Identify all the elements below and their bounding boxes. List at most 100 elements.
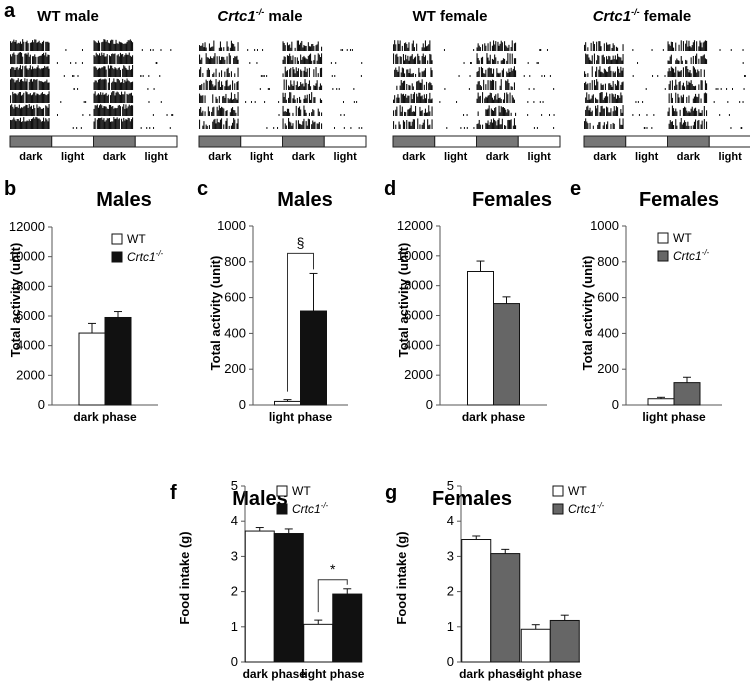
activity-mark: [510, 86, 512, 90]
activity-mark: [421, 47, 423, 51]
activity-mark: [284, 66, 286, 77]
activity-mark: [41, 54, 43, 64]
bar-crtc1: [549, 619, 580, 663]
activity-mark: [688, 111, 690, 116]
activity-mark: [617, 80, 619, 90]
activity-mark: [96, 69, 98, 77]
activity-mark: [668, 93, 670, 103]
activity-mark: [29, 106, 31, 116]
activity-mark: [496, 99, 498, 103]
activity-mark: [22, 81, 24, 90]
activity-mark: [39, 94, 41, 103]
activity-mark: [312, 109, 314, 116]
activity-mark: [491, 45, 493, 51]
activity-mark: [606, 42, 608, 51]
y-axis-label: Total activity (unit): [8, 243, 23, 358]
activity-mark: [117, 119, 119, 129]
activity-mark: [16, 119, 18, 129]
activity-mark: [115, 82, 117, 90]
activity-mark: [728, 114, 730, 116]
activity-mark: [94, 56, 96, 64]
activity-mark: [671, 121, 673, 129]
activity-mark: [413, 119, 415, 129]
activity-mark: [126, 119, 128, 129]
activity-mark: [677, 93, 679, 103]
activity-mark: [224, 97, 226, 103]
activity-mark: [515, 125, 517, 129]
activity-mark: [291, 41, 293, 51]
phase-label: light: [61, 151, 85, 163]
phase-band-2: [93, 135, 136, 148]
activity-mark: [111, 53, 113, 64]
activity-mark: [427, 60, 429, 64]
activity-mark: [216, 98, 218, 103]
activity-mark: [112, 68, 114, 77]
activity-mark: [215, 123, 217, 129]
activity-mark: [424, 40, 426, 51]
activity-mark: [397, 40, 399, 51]
activity-mark: [149, 127, 151, 129]
activity-mark: [148, 75, 150, 77]
activity-mark: [343, 114, 345, 116]
activity-mark: [315, 45, 317, 51]
activity-mark: [719, 114, 721, 116]
activity-mark: [676, 58, 678, 64]
activity-mark: [30, 105, 32, 116]
activity-mark: [595, 97, 597, 103]
activity-mark: [19, 79, 21, 90]
activity-mark: [47, 82, 49, 90]
activity-mark: [482, 56, 484, 64]
activity-mark: [299, 86, 301, 90]
activity-mark: [596, 60, 598, 64]
activity-mark: [152, 49, 154, 51]
activity-mark: [17, 119, 19, 129]
activity-mark: [495, 41, 497, 51]
activity-mark: [706, 59, 708, 64]
activity-mark: [410, 93, 412, 103]
activity-mark: [484, 73, 486, 77]
activity-mark: [420, 82, 422, 90]
activity-mark: [93, 82, 95, 90]
activity-mark: [214, 53, 216, 64]
activity-mark: [93, 121, 95, 129]
chart-title: Males: [232, 488, 288, 510]
activity-mark: [35, 68, 37, 77]
activity-mark: [396, 53, 398, 64]
activity-mark: [499, 97, 501, 103]
activity-mark: [260, 75, 262, 77]
activity-mark: [726, 88, 728, 90]
activity-mark: [674, 111, 676, 116]
panel-letter-a: a: [4, 0, 16, 22]
activity-mark: [703, 105, 705, 116]
activity-mark: [97, 93, 99, 103]
activity-mark: [114, 43, 116, 51]
activity-mark: [282, 73, 284, 77]
activity-mark: [504, 125, 506, 129]
activity-mark: [72, 75, 74, 77]
activity-mark: [283, 111, 285, 116]
activity-mark: [619, 72, 621, 77]
activity-mark: [416, 93, 418, 103]
activity-mark: [411, 121, 413, 129]
activity-mark: [513, 66, 515, 77]
activity-mark: [21, 95, 23, 103]
activity-mark: [285, 125, 287, 129]
activity-mark: [296, 81, 298, 90]
activity-mark: [466, 127, 468, 129]
activity-mark: [609, 56, 611, 64]
activity-mark: [361, 62, 363, 64]
activity-mark: [126, 108, 128, 116]
activity-mark: [497, 60, 499, 64]
activity-mark: [27, 52, 29, 64]
activity-mark: [678, 60, 680, 64]
activity-mark: [698, 46, 700, 51]
activity-mark: [458, 75, 460, 77]
y-tick-label: 4000: [404, 337, 433, 352]
activity-mark: [607, 96, 609, 103]
activity-mark: [606, 124, 608, 129]
activity-mark: [212, 58, 214, 64]
activity-mark: [685, 122, 687, 129]
y-tick-label: 4: [231, 513, 238, 528]
activity-mark: [115, 92, 117, 103]
activity-mark: [423, 84, 425, 90]
